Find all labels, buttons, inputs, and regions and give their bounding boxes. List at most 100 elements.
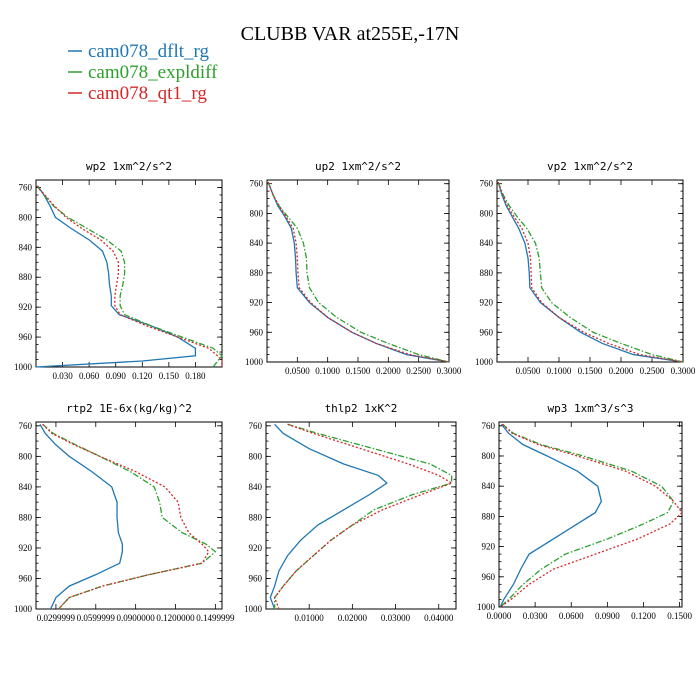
y-tick-label: 960	[250, 327, 264, 337]
chart-panel: rtp2 1E-6x(kg/kg)^2 760 800 840 880 920 960 100…	[14, 402, 235, 623]
panel-title: thlp2 1xK^2	[325, 402, 398, 415]
x-tick-label: 0.2500	[640, 366, 665, 376]
series-line-cam078_expldiff	[499, 423, 675, 608]
y-tick-label: 760	[249, 421, 263, 431]
series-line-cam078_qt1_rg	[36, 185, 223, 367]
legend-item: cam078_dflt_rg	[68, 41, 210, 62]
y-tick-label: 840	[249, 482, 263, 492]
x-tick-label: 0.0600	[559, 611, 584, 621]
x-tick-label: 0.2000	[609, 366, 634, 376]
y-tick-label: 840	[480, 238, 494, 248]
y-tick-label: 760	[480, 179, 494, 189]
x-tick-label: 0.0500	[516, 366, 541, 376]
y-tick-label: 920	[19, 543, 33, 553]
chart-panel: wp2 1xm^2/s^2 760 800 840 880 920 960 1000 0.030…	[14, 160, 223, 381]
series-line-cam078_qt1_rg	[499, 423, 683, 608]
y-tick-label: 800	[19, 212, 33, 222]
y-tick-label: 880	[480, 268, 494, 278]
y-tick-label: 1000	[14, 362, 33, 372]
panel-title: up2 1xm^2/s^2	[315, 160, 401, 173]
x-tick-label: 0.2500	[406, 366, 431, 376]
y-tick-label: 800	[250, 208, 264, 218]
y-tick-label: 960	[249, 573, 263, 583]
chart-panel: wp3 1xm^3/s^3 760 800 840 880 920 960 10000.000…	[477, 402, 692, 621]
series-line-cam078_expldiff	[36, 185, 223, 368]
x-tick-label: 0.03000	[381, 613, 411, 623]
y-tick-label: 880	[19, 512, 33, 522]
y-tick-label: 920	[250, 298, 264, 308]
chart-panel: vp2 1xm^2/s^2 760 800 840 880 920 960 1000 0.050…	[475, 160, 696, 376]
plot-frame	[498, 421, 683, 608]
series-line-cam078_expldiff	[273, 423, 453, 609]
x-tick-label: 0.0599999	[77, 613, 116, 623]
panel-title: rtp2 1E-6x(kg/kg)^2	[66, 402, 192, 415]
x-tick-label: 0.030	[52, 371, 73, 381]
series-line-cam078_expldiff	[42, 423, 217, 610]
legend-item: cam078_qt1_rg	[68, 83, 207, 104]
y-tick-label: 880	[250, 268, 264, 278]
x-tick-label: 0.2000	[376, 366, 401, 376]
y-tick-label: 800	[480, 208, 494, 218]
y-tick-label: 760	[482, 421, 496, 431]
x-tick-label: 0.0900	[595, 611, 620, 621]
y-tick-label: 1000	[14, 604, 33, 614]
x-tick-label: 0.120	[132, 371, 153, 381]
x-tick-label: 0.060	[79, 371, 100, 381]
series-line-cam078_qt1_rg	[273, 423, 454, 610]
y-tick-label: 800	[249, 451, 263, 461]
legend-label: cam078_qt1_rg	[88, 83, 207, 104]
y-tick-label: 920	[480, 298, 494, 308]
figure-title: CLUBB VAR at255E,-17N	[241, 23, 460, 45]
x-tick-label: 0.1500	[667, 611, 692, 621]
series-line-cam078_dflt_rg	[497, 182, 684, 363]
panel-title: vp2 1xm^2/s^2	[547, 160, 633, 173]
legend: cam078_dflt_rgcam078_expldiffcam078_qt1_…	[68, 41, 218, 104]
y-tick-label: 800	[19, 451, 33, 461]
x-tick-label: 0.150	[159, 371, 180, 381]
panel-title: wp3 1xm^3/s^3	[547, 402, 633, 415]
y-tick-label: 800	[482, 451, 496, 461]
x-tick-label: 0.180	[185, 371, 206, 381]
y-tick-label: 840	[19, 242, 33, 252]
plot-frame	[265, 421, 457, 610]
y-tick-label: 920	[482, 542, 496, 552]
y-tick-label: 1000	[477, 602, 496, 612]
x-tick-label: 0.1000	[547, 366, 572, 376]
series-line-cam078_dflt_rg	[499, 423, 603, 608]
series-line-cam078_qt1_rg	[42, 423, 210, 610]
legend-label: cam078_expldiff	[88, 62, 218, 83]
series-line-cam078_dflt_rg	[267, 181, 450, 363]
x-tick-label: 0.0300	[523, 611, 548, 621]
legend-label: cam078_dflt_rg	[88, 41, 210, 62]
y-tick-label: 880	[249, 512, 263, 522]
x-tick-label: 0.1499999	[196, 613, 235, 623]
x-tick-label: 0.1200	[631, 611, 656, 621]
plot-frame	[35, 179, 223, 368]
series-line-cam078_dflt_rg	[269, 423, 388, 610]
x-tick-label: 0.1200000	[156, 613, 195, 623]
x-tick-label: 0.04000	[424, 613, 454, 623]
y-tick-label: 880	[19, 272, 33, 282]
x-tick-label: 0.3000	[437, 366, 462, 376]
y-tick-label: 840	[482, 481, 496, 491]
legend-item: cam078_expldiff	[68, 62, 218, 83]
y-tick-label: 960	[19, 573, 33, 583]
y-tick-label: 1000	[245, 357, 264, 367]
y-tick-label: 760	[19, 182, 33, 192]
y-tick-label: 760	[19, 421, 33, 431]
x-tick-label: 0.01000	[295, 613, 325, 623]
x-tick-label: 0.0500	[285, 366, 310, 376]
series-line-cam078_qt1_rg	[497, 182, 684, 363]
y-tick-label: 760	[250, 179, 264, 189]
x-tick-label: 0.1500	[346, 366, 371, 376]
y-tick-label: 960	[480, 327, 494, 337]
plot-frame	[35, 421, 223, 610]
y-tick-label: 840	[19, 482, 33, 492]
y-tick-label: 920	[19, 302, 33, 312]
x-tick-label: 0.0900000	[117, 613, 156, 623]
y-tick-label: 960	[482, 572, 496, 582]
chart-panel: up2 1xm^2/s^2 760 800 840 880 920 960 1000 0.050…	[245, 160, 462, 376]
series-line-cam078_dflt_rg	[39, 423, 124, 610]
x-tick-label: 0.3000	[671, 366, 696, 376]
